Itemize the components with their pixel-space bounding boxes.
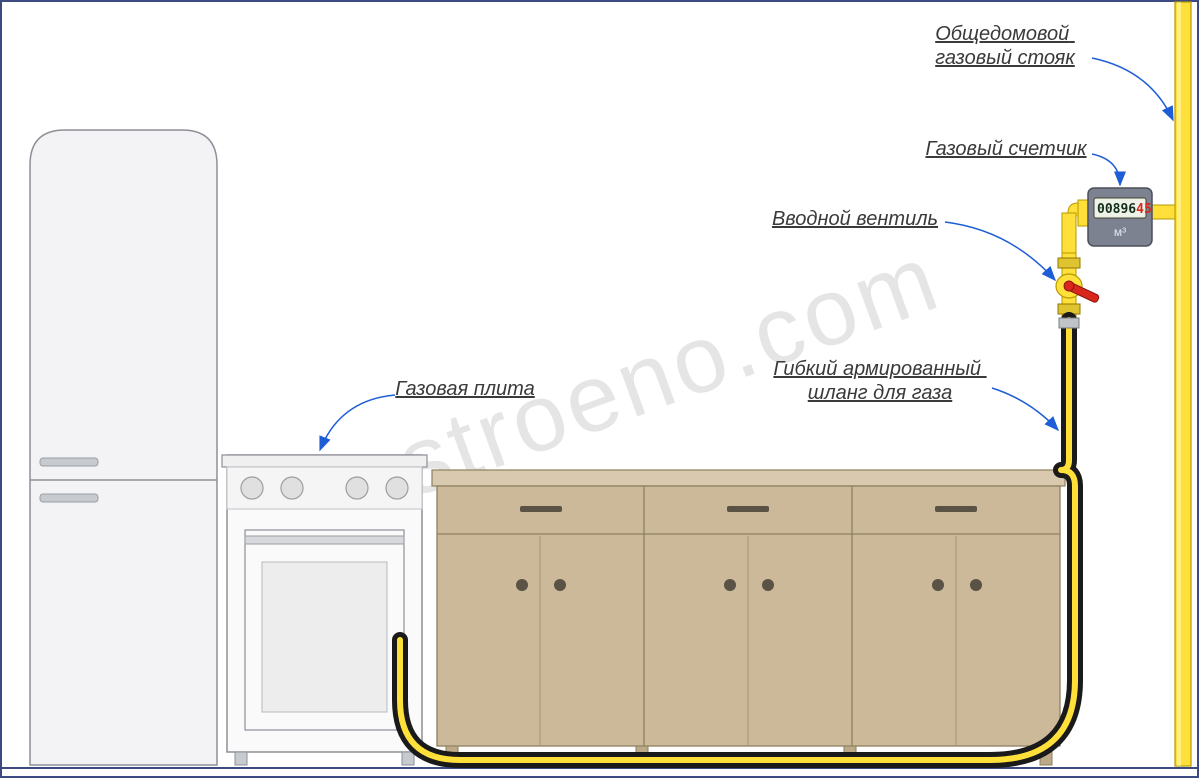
fridge-handle-top	[40, 458, 98, 466]
gas-riser	[1175, 2, 1191, 766]
fridge-handle-bottom	[40, 494, 98, 502]
meter-unit: м³	[1114, 225, 1126, 239]
fridge	[30, 130, 217, 765]
svg-text:Вводной вентиль: Вводной вентиль	[772, 208, 938, 230]
svg-text:Газовый счетчик: Газовый счетчик	[925, 138, 1088, 160]
meter-reading: 0089645	[1097, 202, 1152, 217]
cabinets	[432, 470, 1065, 765]
svg-text:Газовая плита: Газовая плита	[395, 378, 534, 400]
diagram-root: obustroeno.com	[0, 0, 1199, 778]
